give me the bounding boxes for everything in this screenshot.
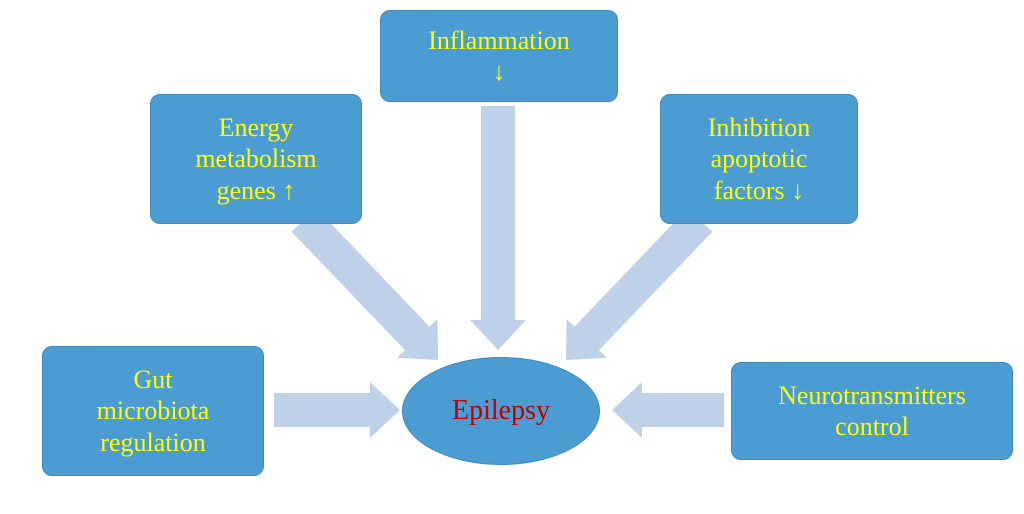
node-label: Inflammation ↓ [428,25,570,87]
node-apoptotic-factors: Inhibition apoptotic factors ↓ [660,94,858,224]
node-label: Epilepsy [452,394,550,428]
arrow-energy [292,208,438,360]
node-label: Neurotransmitters control [778,380,966,442]
arrow-gut [274,382,400,438]
arrow-neuro [612,382,724,438]
node-label: Energy metabolism genes ↑ [195,112,316,206]
node-inflammation: Inflammation ↓ [380,10,618,102]
node-neurotransmitters: Neurotransmitters control [731,362,1013,460]
arrow-apoptotic [566,208,712,360]
node-label: Inhibition apoptotic factors ↓ [708,112,811,206]
node-gut-microbiota: Gut microbiota regulation [42,346,264,476]
node-epilepsy-center: Epilepsy [402,357,600,465]
arrow-inflammation [470,106,526,350]
node-label: Gut microbiota regulation [97,364,210,458]
diagram-stage: Gut microbiota regulation Energy metabol… [0,0,1024,514]
node-energy-metabolism: Energy metabolism genes ↑ [150,94,362,224]
